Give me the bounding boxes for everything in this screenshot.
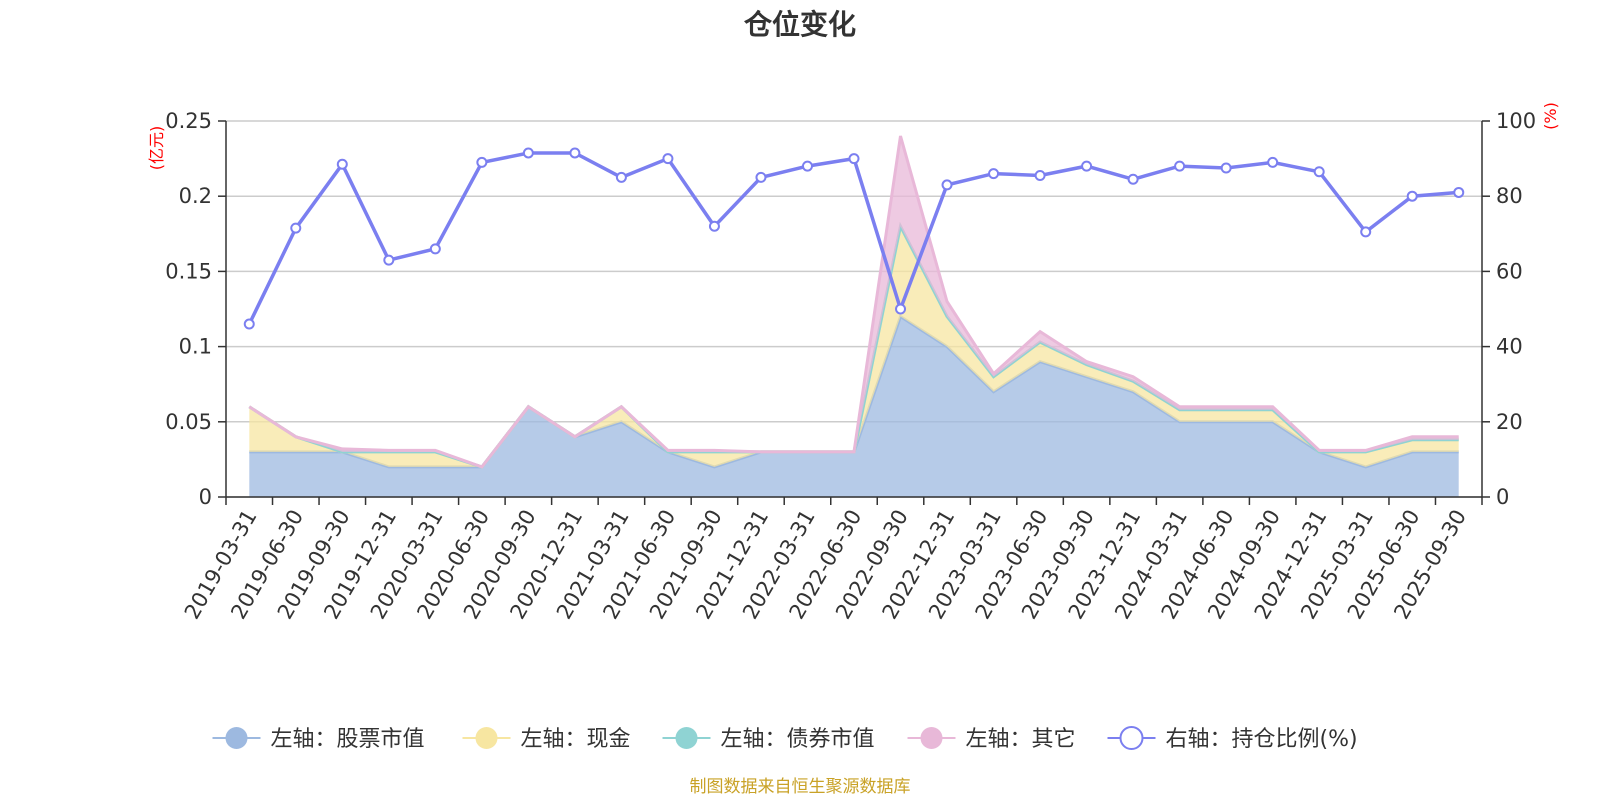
area-edge-左轴：其它 xyxy=(248,135,1459,469)
legend-label: 右轴：持仓比例(%) xyxy=(1166,727,1358,752)
ratio-point-2024-06-30 xyxy=(1220,162,1232,174)
legend-label: 左轴：其它 xyxy=(966,727,1076,752)
legend-symbol xyxy=(675,727,698,749)
legend-label: 左轴：股票市值 xyxy=(271,727,425,752)
ratio-point-2019-12-31 xyxy=(383,254,395,266)
legend-symbol xyxy=(225,727,248,749)
legend-symbol xyxy=(920,727,943,749)
ratio-point-2021-09-30 xyxy=(708,220,720,232)
ratio-point-2020-03-31 xyxy=(429,243,441,255)
ratio-point-2025-09-30 xyxy=(1453,186,1465,198)
left-tick-label: 0 xyxy=(199,485,212,509)
ratio-point-2021-06-30 xyxy=(662,153,674,165)
ratio-point-2025-06-30 xyxy=(1406,190,1418,202)
ratio-point-2019-06-30 xyxy=(290,222,302,234)
ratio-point-2023-12-31 xyxy=(1127,173,1139,185)
holding-ratio-series xyxy=(243,147,1465,330)
legend-label: 左轴：现金 xyxy=(521,727,631,752)
legend-item-2: 左轴：债券市值 xyxy=(662,727,875,752)
area-左轴：股票市值 xyxy=(249,316,1459,497)
legend: 左轴：股票市值 左轴：现金 左轴：债券市值 左轴：其它 右轴：持仓比例(%) xyxy=(212,726,1358,752)
right-tick-label: 40 xyxy=(1496,335,1523,359)
ratio-point-2024-12-31 xyxy=(1313,166,1325,178)
legend-item-1: 左轴：现金 xyxy=(462,727,631,752)
right-tick-label: 80 xyxy=(1496,184,1523,208)
legend-item-3: 左轴：其它 xyxy=(907,727,1076,752)
ratio-point-2023-09-30 xyxy=(1081,160,1093,172)
right-tick-label: 20 xyxy=(1496,410,1523,434)
ratio-point-2024-03-31 xyxy=(1174,160,1186,172)
legend-item-4: 右轴：持仓比例(%) xyxy=(1107,726,1358,752)
ratio-point-2020-09-30 xyxy=(522,147,534,159)
left-tick-label: 0.1 xyxy=(179,335,212,359)
legend-item-0: 左轴：股票市值 xyxy=(212,727,425,752)
ratio-point-2022-12-31 xyxy=(941,179,953,191)
right-tick-label: 100 xyxy=(1496,109,1536,133)
right-tick-label: 0 xyxy=(1496,485,1509,509)
source-note: 制图数据来自恒生聚源数据库 xyxy=(690,777,911,797)
ratio-point-2024-09-30 xyxy=(1267,156,1279,168)
area-左轴：现金 xyxy=(249,226,1459,467)
ratio-point-2020-12-31 xyxy=(569,147,581,159)
ratio-point-2019-09-30 xyxy=(336,158,348,170)
right-axis-unit: (%) xyxy=(1541,102,1560,130)
ratio-point-2021-12-31 xyxy=(755,171,767,183)
ratio-line xyxy=(247,151,1459,325)
left-axis-unit: (亿元) xyxy=(147,126,166,171)
right-tick-label: 60 xyxy=(1496,259,1523,283)
left-tick-label: 0.2 xyxy=(179,184,212,208)
ratio-point-2023-03-31 xyxy=(988,168,1000,180)
legend-label: 左轴：债券市值 xyxy=(721,727,875,752)
left-tick-label: 0.05 xyxy=(165,410,212,434)
legend-symbol xyxy=(1119,726,1144,750)
ratio-point-2022-06-30 xyxy=(848,153,860,165)
ratio-point-2022-09-30 xyxy=(895,303,907,315)
left-tick-label: 0.15 xyxy=(165,259,212,283)
ratio-point-2025-03-31 xyxy=(1360,226,1372,238)
ratio-point-2021-03-31 xyxy=(615,171,627,183)
ratio-point-2023-06-30 xyxy=(1034,170,1046,182)
ratio-point-2020-06-30 xyxy=(476,156,488,168)
legend-symbol xyxy=(475,727,498,749)
ratio-point-2022-03-31 xyxy=(801,160,813,172)
ratio-point-2019-03-31 xyxy=(243,318,255,330)
left-tick-label: 0.25 xyxy=(165,109,212,133)
stacked-areas xyxy=(248,135,1459,497)
chart-title: 仓位变化 xyxy=(744,8,856,41)
